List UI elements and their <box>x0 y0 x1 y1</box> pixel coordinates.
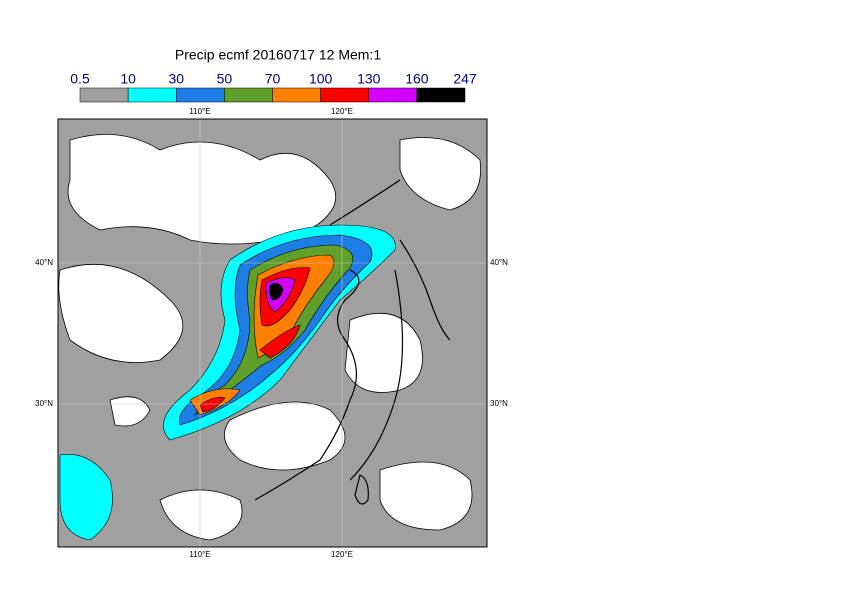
lon-label: 110°E <box>189 550 210 559</box>
colorbar-label: 100 <box>309 71 333 87</box>
colorbar-label: 0.5 <box>70 71 90 87</box>
colorbar-label: 247 <box>453 71 477 87</box>
colorbar-segment <box>416 87 466 103</box>
lat-label: 40°N <box>490 258 508 267</box>
map <box>58 119 487 547</box>
lon-label: 120°E <box>331 107 353 116</box>
colorbar-segment <box>320 87 369 103</box>
precipitation <box>59 224 396 541</box>
graticule <box>58 119 487 547</box>
colorbar-segment <box>368 87 418 103</box>
colorbar-segment <box>79 87 129 103</box>
title: Precip ecmf 20160717 12 Mem:1 <box>175 47 381 63</box>
lat-label: 30°N <box>35 399 53 408</box>
colorbar-label: 130 <box>357 71 381 87</box>
colorbar-label: 70 <box>265 71 281 87</box>
dry-areas <box>58 134 482 541</box>
map-frame <box>57 118 488 548</box>
colorbar-label: 160 <box>405 71 429 87</box>
precip-contour <box>269 283 284 301</box>
colorbar-segment <box>127 87 177 103</box>
precip-contour <box>199 397 226 413</box>
coastline <box>254 179 451 505</box>
lon-label: 110°E <box>189 107 210 116</box>
colorbar-segment <box>272 87 321 103</box>
colorbar: 0.5 10 30 50 70 100 130 160 247 <box>70 71 477 103</box>
colorbar-label: 30 <box>168 71 184 87</box>
colorbar-label: 50 <box>217 71 233 87</box>
lat-label: 30°N <box>490 399 508 408</box>
colorbar-segment <box>224 87 273 103</box>
colorbar-label: 10 <box>120 71 136 87</box>
lon-label: 120°E <box>331 550 353 559</box>
precip-contour <box>59 453 113 541</box>
lat-label: 40°N <box>35 258 53 267</box>
colorbar-segment <box>176 87 225 103</box>
precip-contour <box>259 324 301 359</box>
